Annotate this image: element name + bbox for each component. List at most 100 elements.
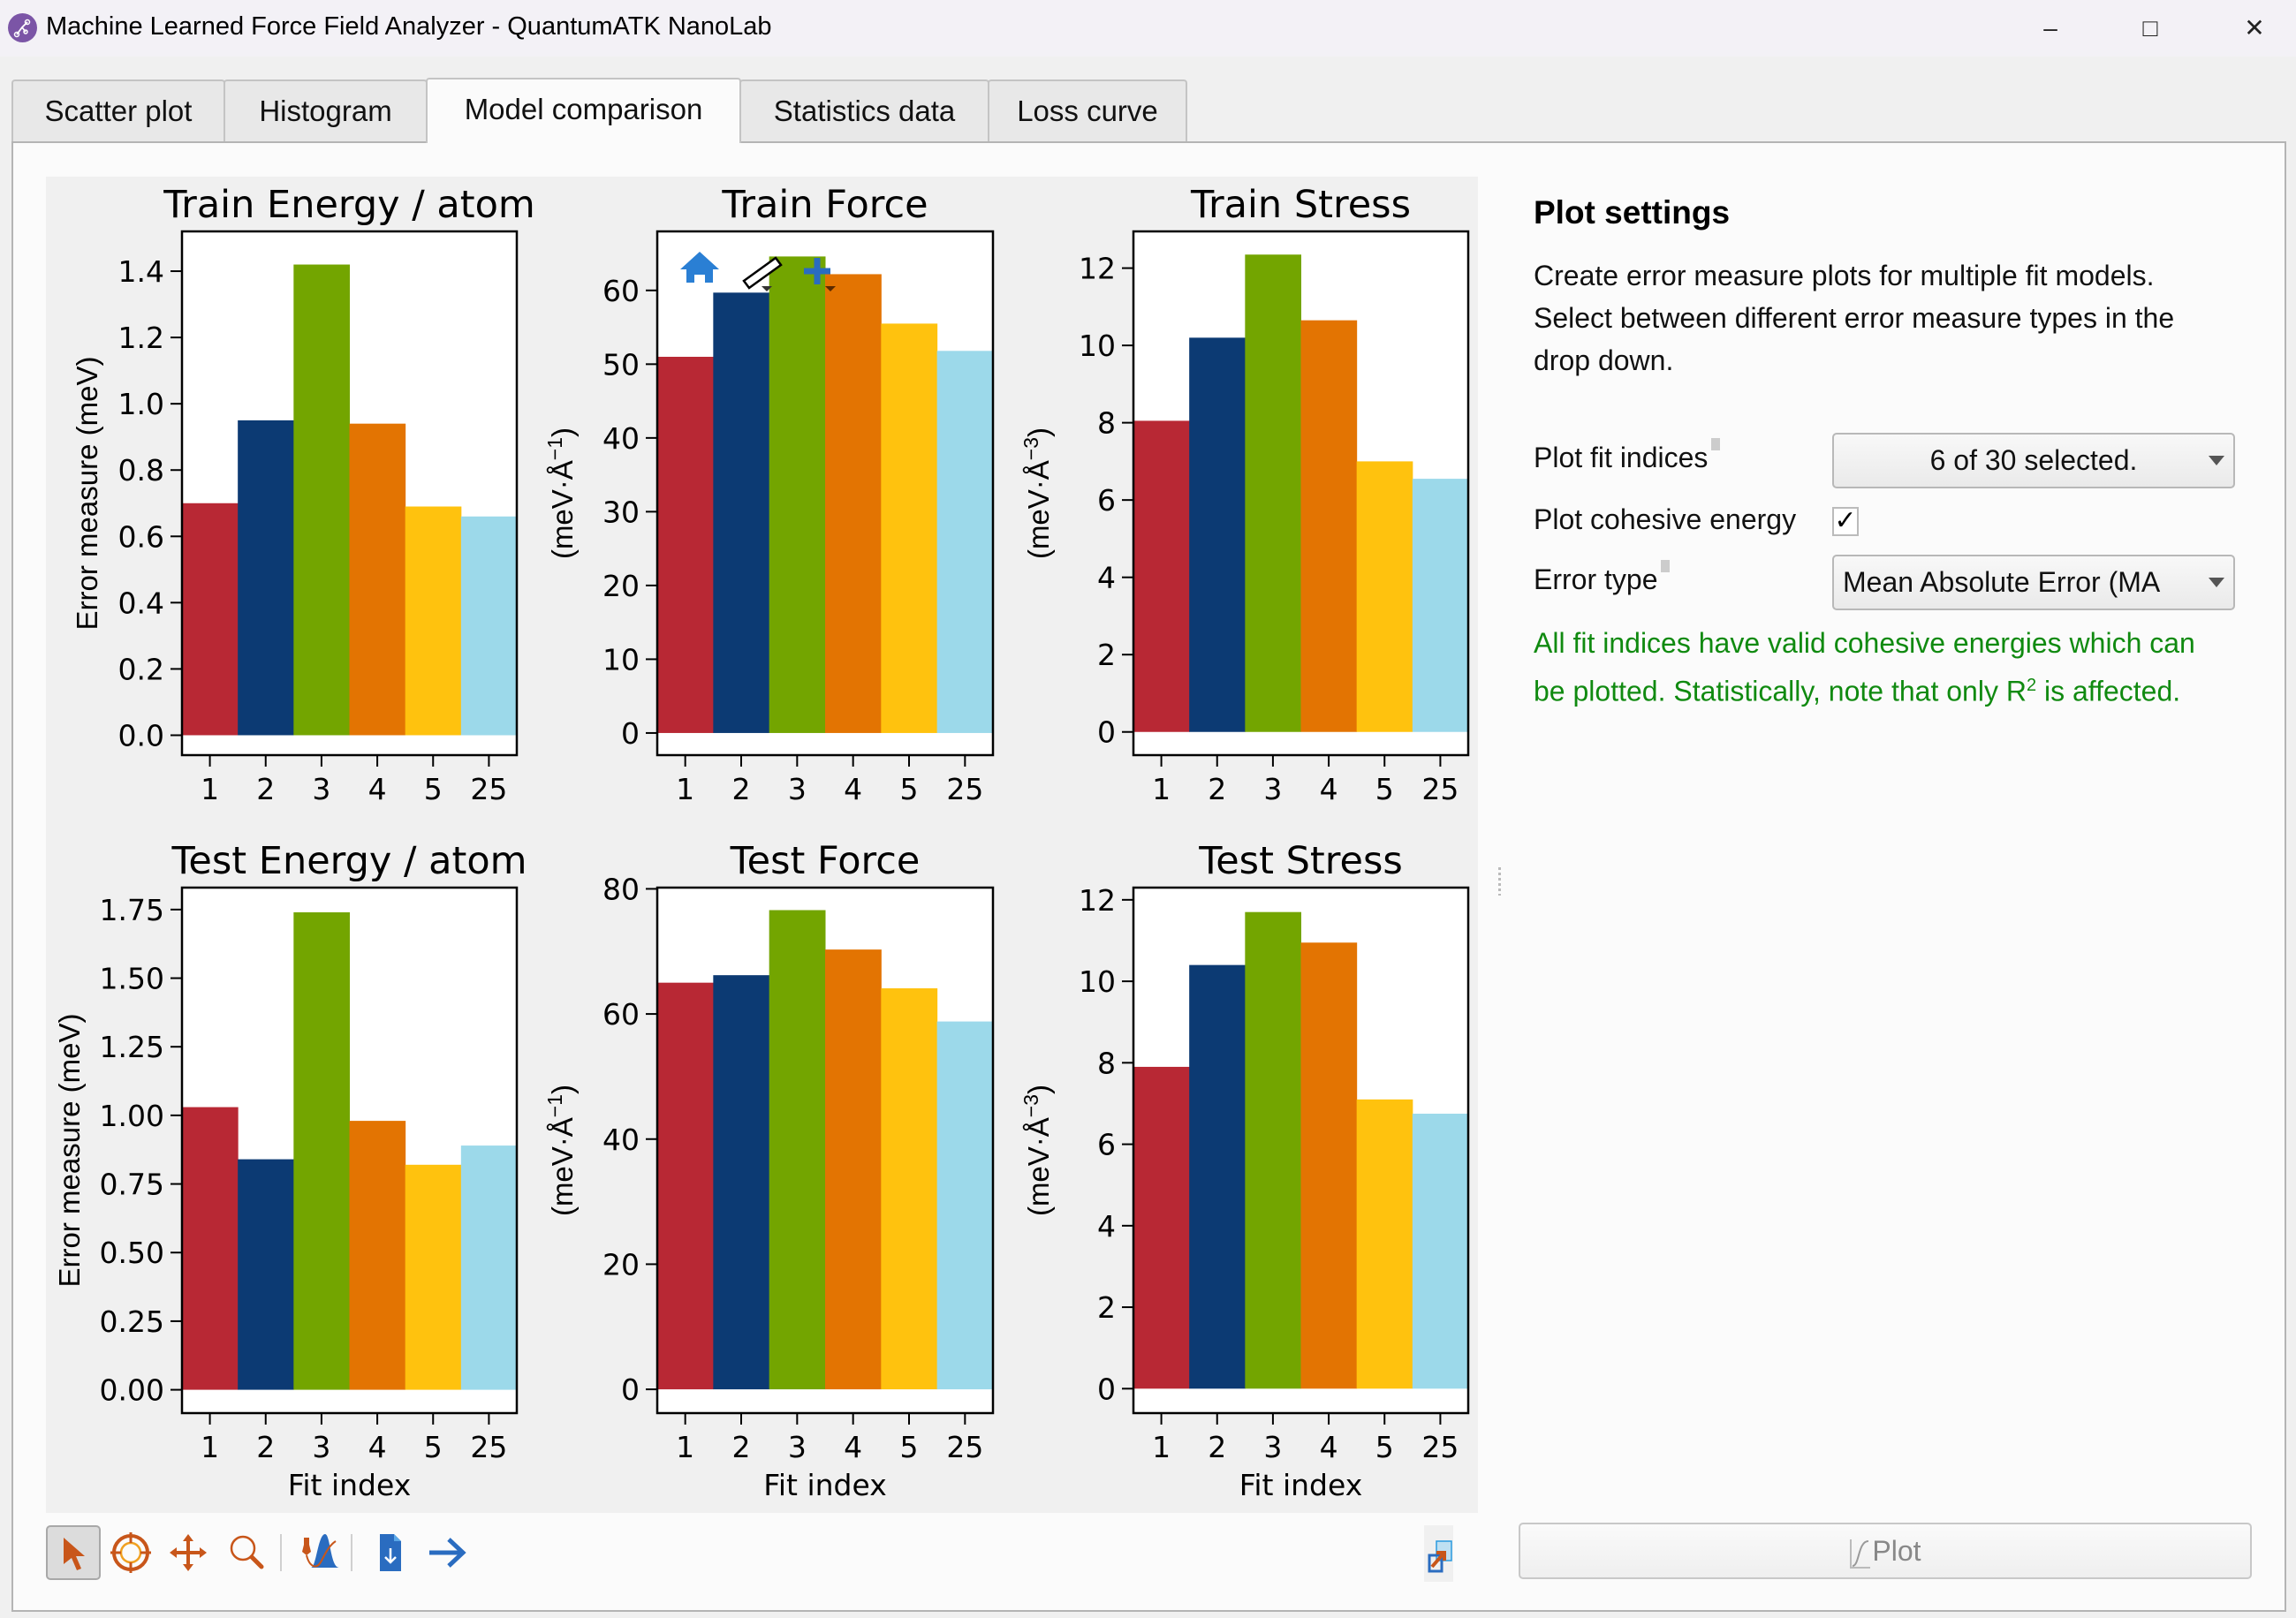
y-tick-label: 0	[1097, 1372, 1116, 1406]
y-tick-label: 1.75	[100, 893, 164, 927]
y-tick-label: 10	[1079, 329, 1116, 363]
x-tick-label: 4	[368, 772, 387, 806]
bar	[238, 1159, 294, 1390]
x-tick-label: 5	[900, 1430, 919, 1464]
close-button[interactable]: ✕	[2244, 14, 2265, 42]
cohesive-energy-checkbox[interactable]: ✓	[1832, 507, 1859, 536]
note-superscript: 2	[2026, 676, 2037, 695]
dropdown-arrow-icon[interactable]	[762, 286, 772, 291]
y-tick-label: 4	[1097, 561, 1116, 595]
bar	[881, 323, 938, 733]
help-icon[interactable]	[1711, 438, 1721, 450]
figure-canvas[interactable]: 0.0 0.2 0.4 0.6 0.8 1.0 1.2 1.4 1 2 3 4 5 25 Train Ene…	[46, 177, 1478, 1513]
y-tick-label: 2	[1097, 1290, 1116, 1325]
bar	[293, 911, 350, 1390]
plot-overlay-toolbar[interactable]	[680, 252, 836, 291]
chart-title: Train Force	[721, 183, 928, 227]
fit-indices-label-text: Plot fit indices	[1534, 442, 1709, 473]
save-button[interactable]	[362, 1525, 417, 1580]
x-tick-label: 5	[424, 772, 443, 806]
pointer-button[interactable]	[46, 1525, 101, 1580]
y-tick-label: 12	[1079, 883, 1116, 918]
forward-button[interactable]	[421, 1525, 475, 1580]
y-axis-label-close: )	[546, 427, 579, 437]
tab-scatter-plot[interactable]: Scatter plot	[11, 79, 225, 141]
window-title: Machine Learned Force Field Analyzer - Q…	[46, 12, 772, 41]
fit-indices-dropdown[interactable]: 6 of 30 selected.	[1832, 433, 2235, 488]
y-tick-label: 60	[602, 274, 640, 308]
y-axis-label-unit: (meV·Å	[1022, 1117, 1055, 1216]
y-tick-label: 0.2	[118, 652, 164, 686]
y-tick-label: 10	[602, 642, 640, 677]
x-tick-label: 4	[844, 772, 862, 806]
pointer-icon	[64, 1538, 85, 1570]
y-axis-label: Error measure (meV)	[71, 357, 103, 631]
x-tick-label: 3	[1263, 1430, 1282, 1464]
maximize-button[interactable]: □	[2142, 14, 2158, 42]
bar	[769, 256, 826, 733]
tab-histogram[interactable]: Histogram	[224, 79, 428, 141]
x-tick-label: 3	[788, 1430, 807, 1464]
y-axis-label: (meV·Å−3)	[1019, 1085, 1055, 1216]
tab-loss-curve[interactable]: Loss curve	[988, 79, 1187, 141]
minimize-button[interactable]: –	[2043, 14, 2057, 42]
x-axis-label: Fit index	[288, 1468, 411, 1502]
add-icon[interactable]	[804, 258, 830, 284]
tab-bar: Scatter plot Histogram Model comparison …	[0, 57, 2296, 143]
y-axis-label: Error measure (meV)	[53, 1014, 86, 1288]
chart-title: Train Energy / atom	[163, 183, 535, 227]
y-tick-label: 30	[602, 495, 640, 529]
bar	[349, 1121, 406, 1390]
y-tick-label: 0.4	[118, 586, 164, 620]
crosshair-button[interactable]	[103, 1525, 158, 1580]
y-axis-label: (meV·Å−1)	[543, 1085, 579, 1216]
dropdown-arrow-icon[interactable]	[825, 286, 836, 291]
y-tick-label: 12	[1079, 252, 1116, 286]
y-axis-label: (meV·Å−3)	[1019, 427, 1055, 559]
y-axis-label-unit: (meV·Å	[1022, 460, 1055, 559]
ruler-icon[interactable]	[742, 256, 783, 290]
x-tick-label: 2	[732, 1430, 751, 1464]
zoom-icon	[230, 1535, 264, 1569]
x-tick-label: 5	[1375, 1430, 1394, 1464]
bar	[1245, 911, 1301, 1389]
x-tick-label: 1	[201, 772, 219, 806]
error-type-label-text: Error type	[1534, 563, 1658, 595]
bar	[936, 351, 994, 733]
export-plot-button[interactable]	[1424, 1525, 1453, 1582]
splitter-handle[interactable]	[1498, 867, 1501, 896]
x-tick-label: 2	[256, 1430, 275, 1464]
forward-arrow-icon	[429, 1538, 466, 1568]
bar	[1133, 420, 1190, 732]
y-axis-label-exponent: −1	[543, 1094, 566, 1117]
pan-button[interactable]	[161, 1525, 216, 1580]
y-tick-label: 10	[1079, 964, 1116, 999]
zoom-button[interactable]	[219, 1525, 274, 1580]
curve-fit-button[interactable]	[292, 1525, 346, 1580]
x-tick-label: 25	[1421, 1430, 1459, 1464]
tab-model-comparison[interactable]: Model comparison	[426, 78, 741, 143]
chart-title: Test Stress	[1198, 839, 1403, 883]
plot-button[interactable]: Plot	[1519, 1523, 2252, 1579]
home-icon[interactable]	[680, 252, 719, 283]
x-tick-label: 4	[1320, 772, 1338, 806]
x-tick-label: 1	[1152, 1430, 1171, 1464]
save-file-icon	[380, 1534, 401, 1571]
help-icon[interactable]	[1661, 560, 1671, 572]
bar	[1189, 337, 1246, 732]
tab-statistics-data[interactable]: Statistics data	[739, 79, 989, 141]
y-tick-label: 0.00	[100, 1373, 164, 1408]
chevron-down-icon	[2209, 456, 2224, 465]
bar	[460, 516, 518, 736]
x-tick-label: 25	[470, 1430, 507, 1464]
bar	[1300, 320, 1358, 732]
x-tick-label: 4	[844, 1430, 862, 1464]
bar	[881, 988, 938, 1390]
error-type-dropdown[interactable]: Mean Absolute Error (MA	[1832, 555, 2235, 610]
plot-curve-icon	[1850, 1539, 1871, 1569]
fit-indices-value: 6 of 30 selected.	[1929, 444, 2138, 476]
y-tick-label: 0.25	[100, 1304, 164, 1339]
x-tick-label: 3	[312, 1430, 330, 1464]
axes-frame	[655, 886, 995, 1415]
